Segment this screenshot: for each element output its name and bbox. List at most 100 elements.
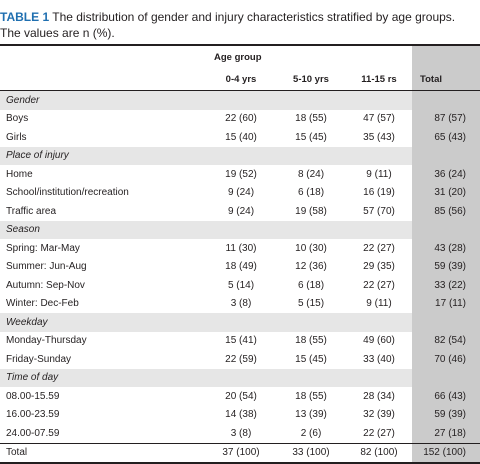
cell-total: 59 (39): [412, 257, 480, 276]
cell-value: 6 (18): [297, 279, 325, 291]
row-label: 24.00-07.59: [6, 427, 60, 439]
cell-value: 3 (8): [230, 427, 252, 439]
table-row: Monday-Thursday 15 (41) 18 (55) 49 (60) 82 (…: [0, 331, 480, 350]
cell-value: 18 (55): [295, 113, 327, 125]
cell-value: 15 (40): [225, 131, 257, 143]
section-row: Time of day: [0, 368, 480, 387]
cell-value: 18 (49): [225, 261, 257, 273]
table-row: 08.00-15.59 20 (54) 18 (55) 28 (34) 66 (43): [0, 387, 480, 406]
cell-value: 18 (55): [295, 335, 327, 347]
cell-value: 11 (30): [225, 242, 257, 254]
row-label: 08.00-15.59: [6, 390, 60, 402]
cell-value: 15 (45): [295, 353, 327, 365]
cell-value: 82 (100): [346, 442, 412, 464]
cell-total: 43 (28): [412, 239, 480, 258]
cell-value: 9 (24): [227, 187, 255, 199]
cell-value: 22 (27): [363, 242, 395, 254]
row-label: Girls: [6, 131, 27, 143]
cell-total: 36 (24): [412, 165, 480, 184]
cell-total: 27 (18): [412, 424, 480, 443]
cell-value: 29 (35): [363, 261, 395, 273]
cell-value: 57 (70): [363, 205, 395, 217]
column-header-total: Total: [412, 68, 480, 91]
cell-value: 9 (11): [366, 298, 392, 310]
cell-value: 9 (24): [227, 205, 255, 217]
cell-value: 18 (55): [295, 390, 327, 402]
table-row: Spring: Mar-May 11 (30) 10 (30) 22 (27) 43 (…: [0, 239, 480, 258]
column-header-0-4: 0-4 yrs: [206, 68, 276, 91]
row-label: Total: [0, 442, 206, 464]
cell-value: 22 (59): [225, 353, 257, 365]
table-row: Friday-Sunday 22 (59) 15 (45) 33 (40) 70 (46…: [0, 350, 480, 369]
section-label: Time of day: [0, 368, 412, 387]
row-label: Autumn: Sep-Nov: [6, 279, 85, 291]
cell-value: 47 (57): [363, 113, 395, 125]
section-label: Season: [0, 220, 412, 239]
row-label: Summer: Jun-Aug: [6, 261, 87, 273]
table-row: 16.00-23.59 14 (38) 13 (39) 32 (39) 59 (39): [0, 405, 480, 424]
data-table: Age group 0-4 yrs 5-10 yrs 11-15 rs Tota…: [0, 46, 480, 464]
cell-total: 87 (57): [412, 109, 480, 128]
table-row: Traffic area 9 (24) 19 (58) 57 (70) 85 (56): [0, 202, 480, 221]
cell-value: 20 (54): [225, 390, 257, 402]
table-row: Autumn: Sep-Nov 5 (14) 6 (18) 22 (27) 33 (22…: [0, 276, 480, 295]
cell-value: 12 (36): [295, 261, 327, 273]
column-header-5-10: 5-10 yrs: [276, 68, 346, 91]
cell-value: 5 (14): [227, 279, 255, 291]
cell-value: 37 (100): [206, 442, 276, 464]
table-row: Girls 15 (40) 15 (45) 35 (43) 65 (43): [0, 128, 480, 147]
cell-total: 31 (20): [412, 183, 480, 202]
cell-total: 70 (46): [412, 350, 480, 369]
row-label: Spring: Mar-May: [6, 242, 80, 254]
table-row: 24.00-07.59 3 (8) 2 (6) 22 (27) 27 (18): [0, 424, 480, 443]
row-label: Friday-Sunday: [6, 353, 72, 365]
cell-total: 17 (11): [412, 294, 480, 313]
cell-value: 22 (60): [225, 113, 257, 125]
row-label: School/institution/recreation: [6, 187, 129, 199]
cell-value: 33 (40): [363, 353, 395, 365]
cell-total: 65 (43): [412, 128, 480, 147]
cell-value: 5 (15): [297, 298, 325, 310]
section-row: Weekday: [0, 313, 480, 332]
total-row: Total 37 (100) 33 (100) 82 (100) 152 (100): [0, 442, 480, 464]
cell-value: 33 (100): [276, 442, 346, 464]
cell-value: 13 (39): [295, 409, 327, 421]
cell-total: 85 (56): [412, 202, 480, 221]
section-row: Season: [0, 220, 480, 239]
cell-total: 152 (100): [412, 442, 480, 464]
cell-value: 35 (43): [363, 131, 395, 143]
row-label: Traffic area: [6, 205, 57, 217]
table-row: School/institution/recreation 9 (24) 6 (18…: [0, 183, 480, 202]
row-label: Winter: Dec-Feb: [6, 298, 79, 310]
cell-value: 14 (38): [225, 409, 257, 421]
row-label: Home: [6, 168, 33, 180]
cell-total: 33 (22): [412, 276, 480, 295]
table-row: Winter: Dec-Feb 3 (8) 5 (15) 9 (11) 17 (11): [0, 294, 480, 313]
caption-label: TABLE 1: [0, 10, 50, 24]
cell-total: 82 (54): [412, 331, 480, 350]
cell-value: 3 (8): [230, 298, 252, 310]
row-label: Boys: [6, 113, 29, 125]
table-row: Summer: Jun-Aug 18 (49) 12 (36) 29 (35) 59 (…: [0, 257, 480, 276]
section-label: Weekday: [0, 313, 412, 332]
caption-text: The distribution of gender and injury ch…: [0, 10, 456, 40]
cell-value: 6 (18): [297, 187, 325, 199]
row-label: Monday-Thursday: [6, 335, 87, 347]
row-label: 16.00-23.59: [6, 409, 60, 421]
cell-value: 19 (52): [225, 168, 257, 180]
cell-value: 22 (27): [363, 427, 395, 439]
table-row: Home 19 (52) 8 (24) 9 (11) 36 (24): [0, 165, 480, 184]
top-rule: [0, 44, 480, 46]
section-row: Place of injury: [0, 146, 480, 165]
cell-value: 49 (60): [363, 335, 395, 347]
age-group-header: Age group: [214, 51, 262, 63]
cell-value: 8 (24): [297, 168, 325, 180]
cell-value: 16 (19): [363, 187, 395, 199]
cell-value: 15 (41): [225, 335, 257, 347]
cell-total: 66 (43): [412, 387, 480, 406]
section-row: Gender: [0, 90, 480, 110]
cell-value: 28 (34): [363, 390, 395, 402]
section-label: Gender: [0, 90, 412, 110]
cell-value: 10 (30): [295, 242, 327, 254]
cell-value: 2 (6): [300, 427, 322, 439]
